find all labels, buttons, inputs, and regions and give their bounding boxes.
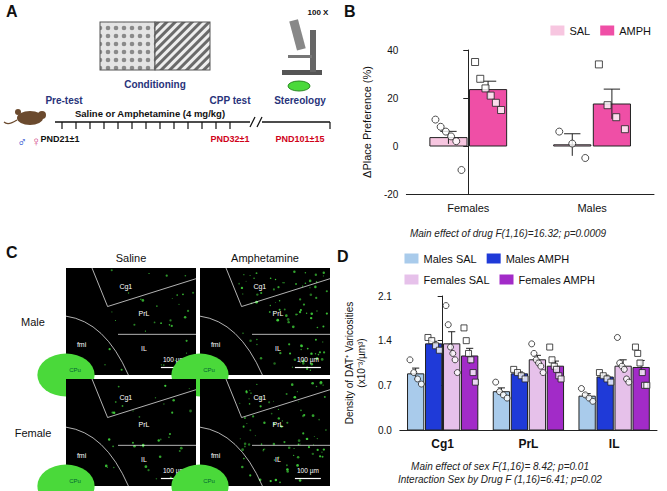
- svg-text:Cg1: Cg1: [253, 283, 266, 291]
- svg-text:Females AMPH: Females AMPH: [519, 274, 595, 286]
- svg-text:C: C: [6, 244, 18, 261]
- svg-text:PrL: PrL: [139, 310, 150, 317]
- svg-text:Females: Females: [447, 202, 490, 214]
- svg-text:PrL: PrL: [518, 437, 538, 451]
- svg-text:PrL: PrL: [139, 421, 150, 428]
- svg-text:PrL: PrL: [273, 421, 284, 428]
- svg-text:fmi: fmi: [211, 452, 221, 459]
- svg-text:100 µm: 100 µm: [297, 356, 319, 364]
- svg-text:Main effect of sex F(1,16)= 8.: Main effect of sex F(1,16)= 8.42; p=0.01: [411, 461, 589, 472]
- svg-text:Amphetamine: Amphetamine: [231, 252, 299, 264]
- svg-text:100 X: 100 X: [308, 8, 330, 17]
- svg-text:SAL: SAL: [569, 25, 590, 37]
- svg-text:Main effect of drug F(1,16)=16: Main effect of drug F(1,16)=16.32; p=0.0…: [410, 228, 607, 239]
- svg-text:20: 20: [387, 93, 399, 104]
- svg-text:Cg1: Cg1: [119, 394, 132, 402]
- svg-text:100 µm: 100 µm: [163, 356, 185, 364]
- svg-text:Female: Female: [15, 427, 52, 439]
- svg-text:ΔPlace Preference (%): ΔPlace Preference (%): [361, 66, 373, 178]
- svg-text:CPu: CPu: [203, 367, 215, 373]
- svg-text:Cg1: Cg1: [431, 437, 454, 451]
- svg-text:Stereology: Stereology: [274, 95, 326, 106]
- svg-text:IL: IL: [141, 456, 147, 463]
- svg-text:CPP test: CPP test: [210, 95, 252, 106]
- svg-text:Interaction Sex by Drug F (1,1: Interaction Sex by Drug F (1,16)=6.41; p…: [398, 474, 602, 485]
- svg-text:A: A: [6, 3, 18, 20]
- svg-text:fmi: fmi: [77, 341, 87, 348]
- svg-text:1.4: 1.4: [378, 335, 392, 346]
- svg-text:100 µm: 100 µm: [163, 467, 185, 475]
- svg-text:(x10⁻³/µm³): (x10⁻³/µm³): [356, 338, 367, 387]
- svg-text:PrL: PrL: [273, 310, 284, 317]
- svg-text:D: D: [337, 248, 349, 265]
- svg-text:0.0: 0.0: [378, 425, 392, 436]
- svg-text:Conditioning: Conditioning: [124, 79, 186, 90]
- svg-text:IL: IL: [141, 345, 147, 352]
- svg-text:Male: Male: [21, 316, 45, 328]
- svg-text:-20: -20: [384, 189, 399, 200]
- svg-text:0: 0: [393, 141, 399, 152]
- svg-text:Males SAL: Males SAL: [423, 253, 476, 265]
- svg-text:B: B: [344, 3, 356, 20]
- svg-text:Females SAL: Females SAL: [423, 274, 489, 286]
- svg-text:Pre-test: Pre-test: [45, 95, 83, 106]
- svg-text:♂: ♂: [17, 134, 27, 149]
- svg-text:IL: IL: [275, 456, 281, 463]
- svg-text:fmi: fmi: [211, 341, 221, 348]
- svg-text:40: 40: [387, 45, 399, 56]
- svg-text:CPu: CPu: [203, 478, 215, 484]
- svg-text:fmi: fmi: [77, 452, 87, 459]
- svg-text:100 µm: 100 µm: [297, 467, 319, 475]
- svg-text:Males AMPH: Males AMPH: [506, 253, 570, 265]
- svg-text:♀: ♀: [31, 134, 41, 149]
- svg-text:Saline: Saline: [116, 252, 147, 264]
- svg-text:Saline or Amphetamine (4 mg/kg: Saline or Amphetamine (4 mg/kg): [75, 108, 225, 119]
- svg-text:Cg1: Cg1: [119, 283, 132, 291]
- svg-text:0.7: 0.7: [378, 380, 392, 391]
- svg-text:Cg1: Cg1: [253, 394, 266, 402]
- svg-text:PND21±1: PND21±1: [41, 134, 80, 144]
- svg-text:PND32±1: PND32±1: [211, 134, 250, 144]
- svg-text:CPu: CPu: [69, 478, 81, 484]
- svg-text:2.1: 2.1: [378, 291, 392, 302]
- svg-text:PND101±15: PND101±15: [276, 134, 325, 144]
- svg-text:CPu: CPu: [69, 367, 81, 373]
- svg-text:AMPH: AMPH: [619, 25, 651, 37]
- svg-text:Males: Males: [577, 202, 607, 214]
- svg-text:IL: IL: [609, 437, 620, 451]
- svg-text:Density of DAT⁺ Varicosities: Density of DAT⁺ Varicosities: [344, 302, 355, 425]
- svg-text:IL: IL: [275, 345, 281, 352]
